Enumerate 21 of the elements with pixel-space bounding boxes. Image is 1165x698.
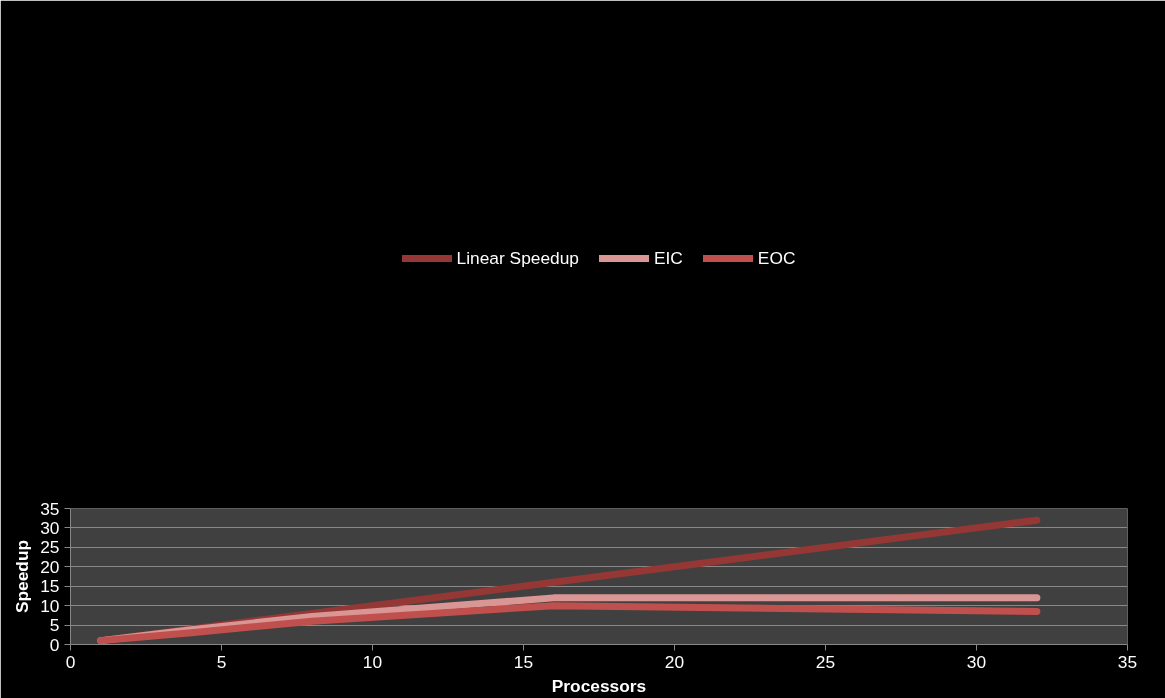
- x-tick-label: 10: [362, 651, 383, 672]
- y-tick-label: 25: [40, 537, 60, 558]
- y-tick-label: 0: [49, 634, 60, 655]
- x-tick-label: 15: [513, 651, 534, 672]
- x-axis-title: Processors: [551, 675, 647, 696]
- y-axis-title: Speedup: [12, 539, 33, 614]
- x-tick-label: 5: [216, 651, 227, 672]
- y-tick-label: 35: [40, 498, 60, 519]
- y-tick-label: 15: [40, 576, 60, 597]
- y-tick-label: 10: [40, 595, 60, 616]
- y-tick-label: 30: [40, 517, 60, 538]
- legend-label: EIC: [653, 247, 683, 269]
- y-tick-label: 20: [40, 556, 60, 577]
- x-tick-label: 30: [966, 651, 987, 672]
- legend-label: Linear Speedup: [456, 247, 579, 269]
- legend-label: EOC: [757, 247, 796, 269]
- x-tick-label: 20: [664, 651, 685, 672]
- x-tick-label: 0: [65, 651, 76, 672]
- x-tick-label: 35: [1117, 651, 1138, 672]
- x-tick-label: 25: [815, 651, 836, 672]
- y-tick-label: 5: [49, 615, 60, 636]
